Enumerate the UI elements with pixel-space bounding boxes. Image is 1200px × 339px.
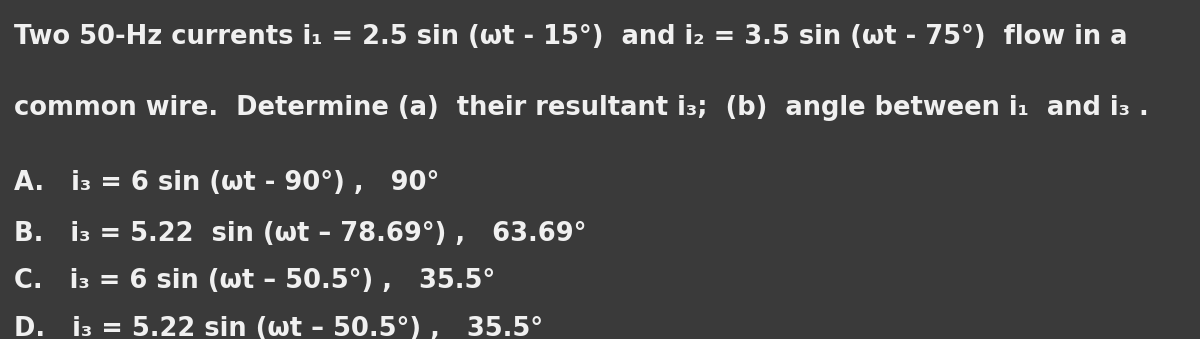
- Text: D.   i₃ = 5.22 sin (ωt – 50.5°) ,   35.5°: D. i₃ = 5.22 sin (ωt – 50.5°) , 35.5°: [14, 316, 544, 339]
- Text: B.   i₃ = 5.22  sin (ωt – 78.69°) ,   63.69°: B. i₃ = 5.22 sin (ωt – 78.69°) , 63.69°: [14, 221, 587, 247]
- Text: C.   i₃ = 6 sin (ωt – 50.5°) ,   35.5°: C. i₃ = 6 sin (ωt – 50.5°) , 35.5°: [14, 268, 496, 294]
- Text: A.   i₃ = 6 sin (ωt - 90°) ,   90°: A. i₃ = 6 sin (ωt - 90°) , 90°: [14, 170, 439, 196]
- Text: common wire.  Determine (a)  their resultant i₃;  (b)  angle between i₁  and i₃ : common wire. Determine (a) their resulta…: [14, 95, 1150, 121]
- Text: Two 50-Hz currents i₁ = 2.5 sin (ωt - 15°)  and i₂ = 3.5 sin (ωt - 75°)  flow in: Two 50-Hz currents i₁ = 2.5 sin (ωt - 15…: [14, 24, 1128, 50]
